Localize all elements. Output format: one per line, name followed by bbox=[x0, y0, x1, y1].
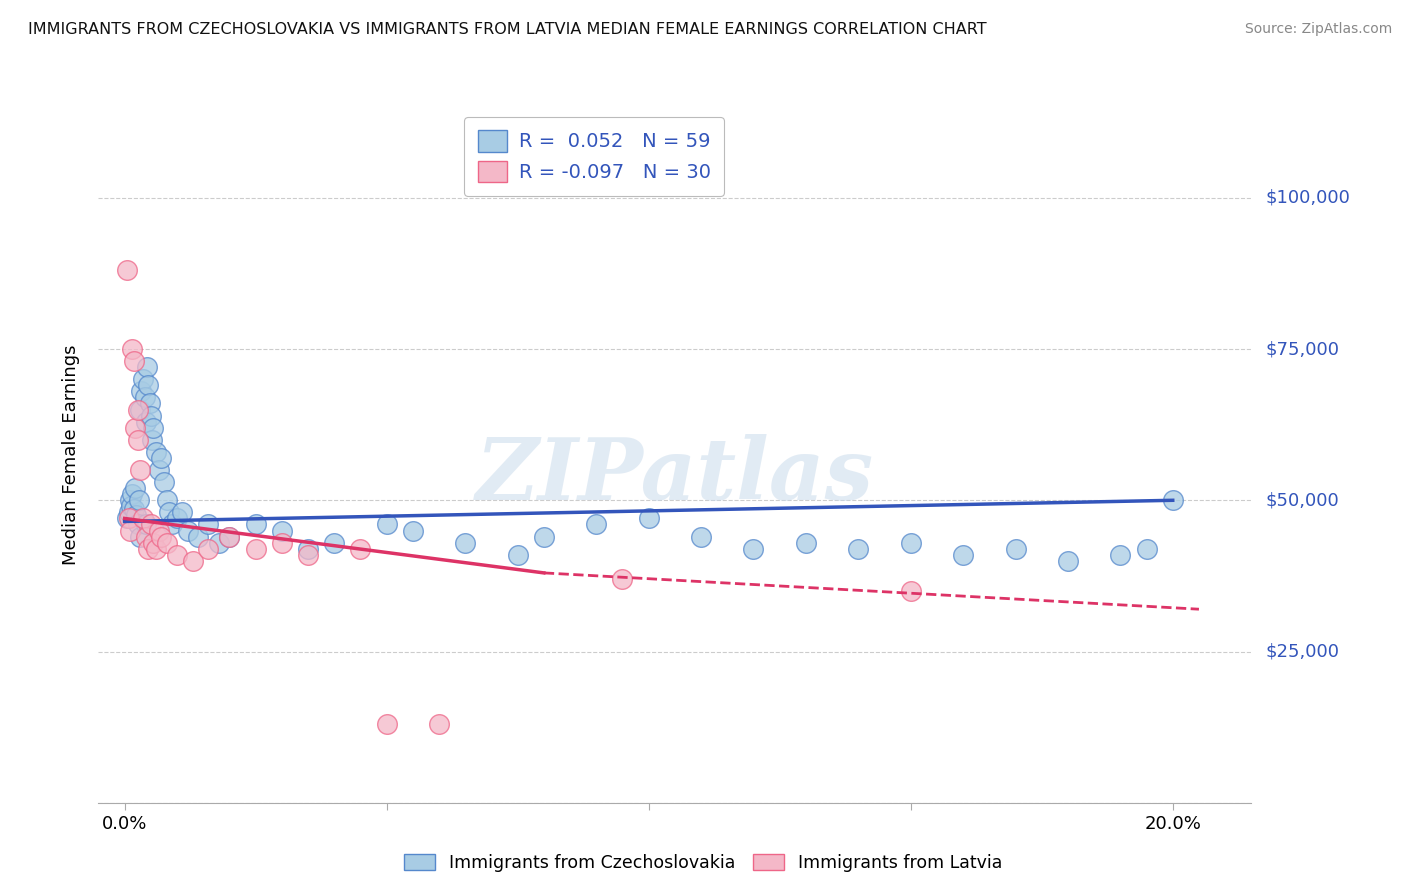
Point bbox=[637, 511, 659, 525]
Point bbox=[1135, 541, 1157, 556]
Point bbox=[139, 517, 162, 532]
Point bbox=[118, 493, 141, 508]
Text: $100,000: $100,000 bbox=[1265, 189, 1350, 207]
Point bbox=[900, 535, 922, 549]
Point bbox=[166, 511, 188, 525]
Point bbox=[142, 535, 165, 549]
Point bbox=[160, 517, 183, 532]
Point bbox=[166, 548, 188, 562]
Point bbox=[402, 524, 425, 538]
Point bbox=[1161, 493, 1184, 508]
Point bbox=[125, 508, 148, 523]
Point bbox=[208, 535, 231, 549]
Point bbox=[1004, 541, 1026, 556]
Point bbox=[270, 535, 292, 549]
Point bbox=[181, 554, 204, 568]
Point bbox=[120, 500, 142, 514]
Point bbox=[794, 535, 817, 549]
Point bbox=[135, 530, 157, 544]
Text: $75,000: $75,000 bbox=[1265, 340, 1340, 358]
Point bbox=[176, 524, 198, 538]
Point bbox=[118, 524, 141, 538]
Point bbox=[427, 717, 450, 731]
Point bbox=[533, 530, 555, 544]
Text: $25,000: $25,000 bbox=[1265, 642, 1340, 661]
Point bbox=[134, 391, 156, 405]
Point bbox=[297, 548, 319, 562]
Point bbox=[139, 409, 162, 423]
Point bbox=[1057, 554, 1080, 568]
Point bbox=[135, 517, 157, 532]
Legend: R =  0.052   N = 59, R = -0.097   N = 30: R = 0.052 N = 59, R = -0.097 N = 30 bbox=[464, 117, 724, 196]
Point bbox=[349, 541, 371, 556]
Point bbox=[135, 360, 157, 375]
Point bbox=[155, 535, 177, 549]
Point bbox=[155, 493, 177, 508]
Point bbox=[132, 372, 155, 386]
Legend: Immigrants from Czechoslovakia, Immigrants from Latvia: Immigrants from Czechoslovakia, Immigran… bbox=[396, 847, 1010, 879]
Point bbox=[118, 505, 141, 519]
Point bbox=[141, 433, 163, 447]
Point bbox=[150, 450, 173, 465]
Point bbox=[118, 511, 141, 525]
Point bbox=[742, 541, 765, 556]
Point bbox=[297, 541, 319, 556]
Point bbox=[1109, 548, 1132, 562]
Point bbox=[129, 463, 152, 477]
Point bbox=[129, 402, 152, 417]
Point bbox=[506, 548, 529, 562]
Point bbox=[375, 717, 398, 731]
Point bbox=[139, 396, 162, 410]
Point bbox=[124, 420, 146, 434]
Point bbox=[900, 584, 922, 599]
Point bbox=[846, 541, 869, 556]
Point bbox=[197, 517, 219, 532]
Point bbox=[117, 511, 139, 525]
Point bbox=[690, 530, 713, 544]
Point bbox=[612, 572, 634, 586]
Point bbox=[121, 342, 143, 356]
Point bbox=[131, 384, 153, 399]
Point bbox=[127, 402, 149, 417]
Point bbox=[136, 541, 159, 556]
Point bbox=[117, 263, 139, 277]
Point bbox=[157, 505, 180, 519]
Point bbox=[129, 530, 152, 544]
Point bbox=[127, 433, 149, 447]
Point bbox=[218, 530, 240, 544]
Point bbox=[145, 445, 167, 459]
Point bbox=[127, 517, 149, 532]
Point bbox=[952, 548, 974, 562]
Point bbox=[150, 530, 173, 544]
Point bbox=[197, 541, 219, 556]
Point bbox=[135, 415, 157, 429]
Point bbox=[132, 511, 155, 525]
Text: IMMIGRANTS FROM CZECHOSLOVAKIA VS IMMIGRANTS FROM LATVIA MEDIAN FEMALE EARNINGS : IMMIGRANTS FROM CZECHOSLOVAKIA VS IMMIGR… bbox=[28, 22, 987, 37]
Point bbox=[454, 535, 477, 549]
Text: $50,000: $50,000 bbox=[1265, 491, 1339, 509]
Point bbox=[148, 463, 170, 477]
Point bbox=[172, 505, 194, 519]
Point bbox=[122, 502, 145, 516]
Point bbox=[323, 535, 346, 549]
Point bbox=[136, 378, 159, 392]
Point bbox=[270, 524, 292, 538]
Y-axis label: Median Female Earnings: Median Female Earnings bbox=[62, 344, 80, 566]
Point bbox=[218, 530, 240, 544]
Point bbox=[187, 530, 209, 544]
Point bbox=[121, 487, 143, 501]
Point bbox=[245, 541, 267, 556]
Point bbox=[148, 524, 170, 538]
Point bbox=[122, 354, 145, 368]
Point bbox=[585, 517, 607, 532]
Point bbox=[245, 517, 267, 532]
Text: ZIPatlas: ZIPatlas bbox=[475, 434, 875, 517]
Point bbox=[124, 481, 146, 495]
Point bbox=[145, 541, 167, 556]
Text: Source: ZipAtlas.com: Source: ZipAtlas.com bbox=[1244, 22, 1392, 37]
Point bbox=[375, 517, 398, 532]
Point bbox=[128, 493, 150, 508]
Point bbox=[153, 475, 176, 490]
Point bbox=[142, 420, 165, 434]
